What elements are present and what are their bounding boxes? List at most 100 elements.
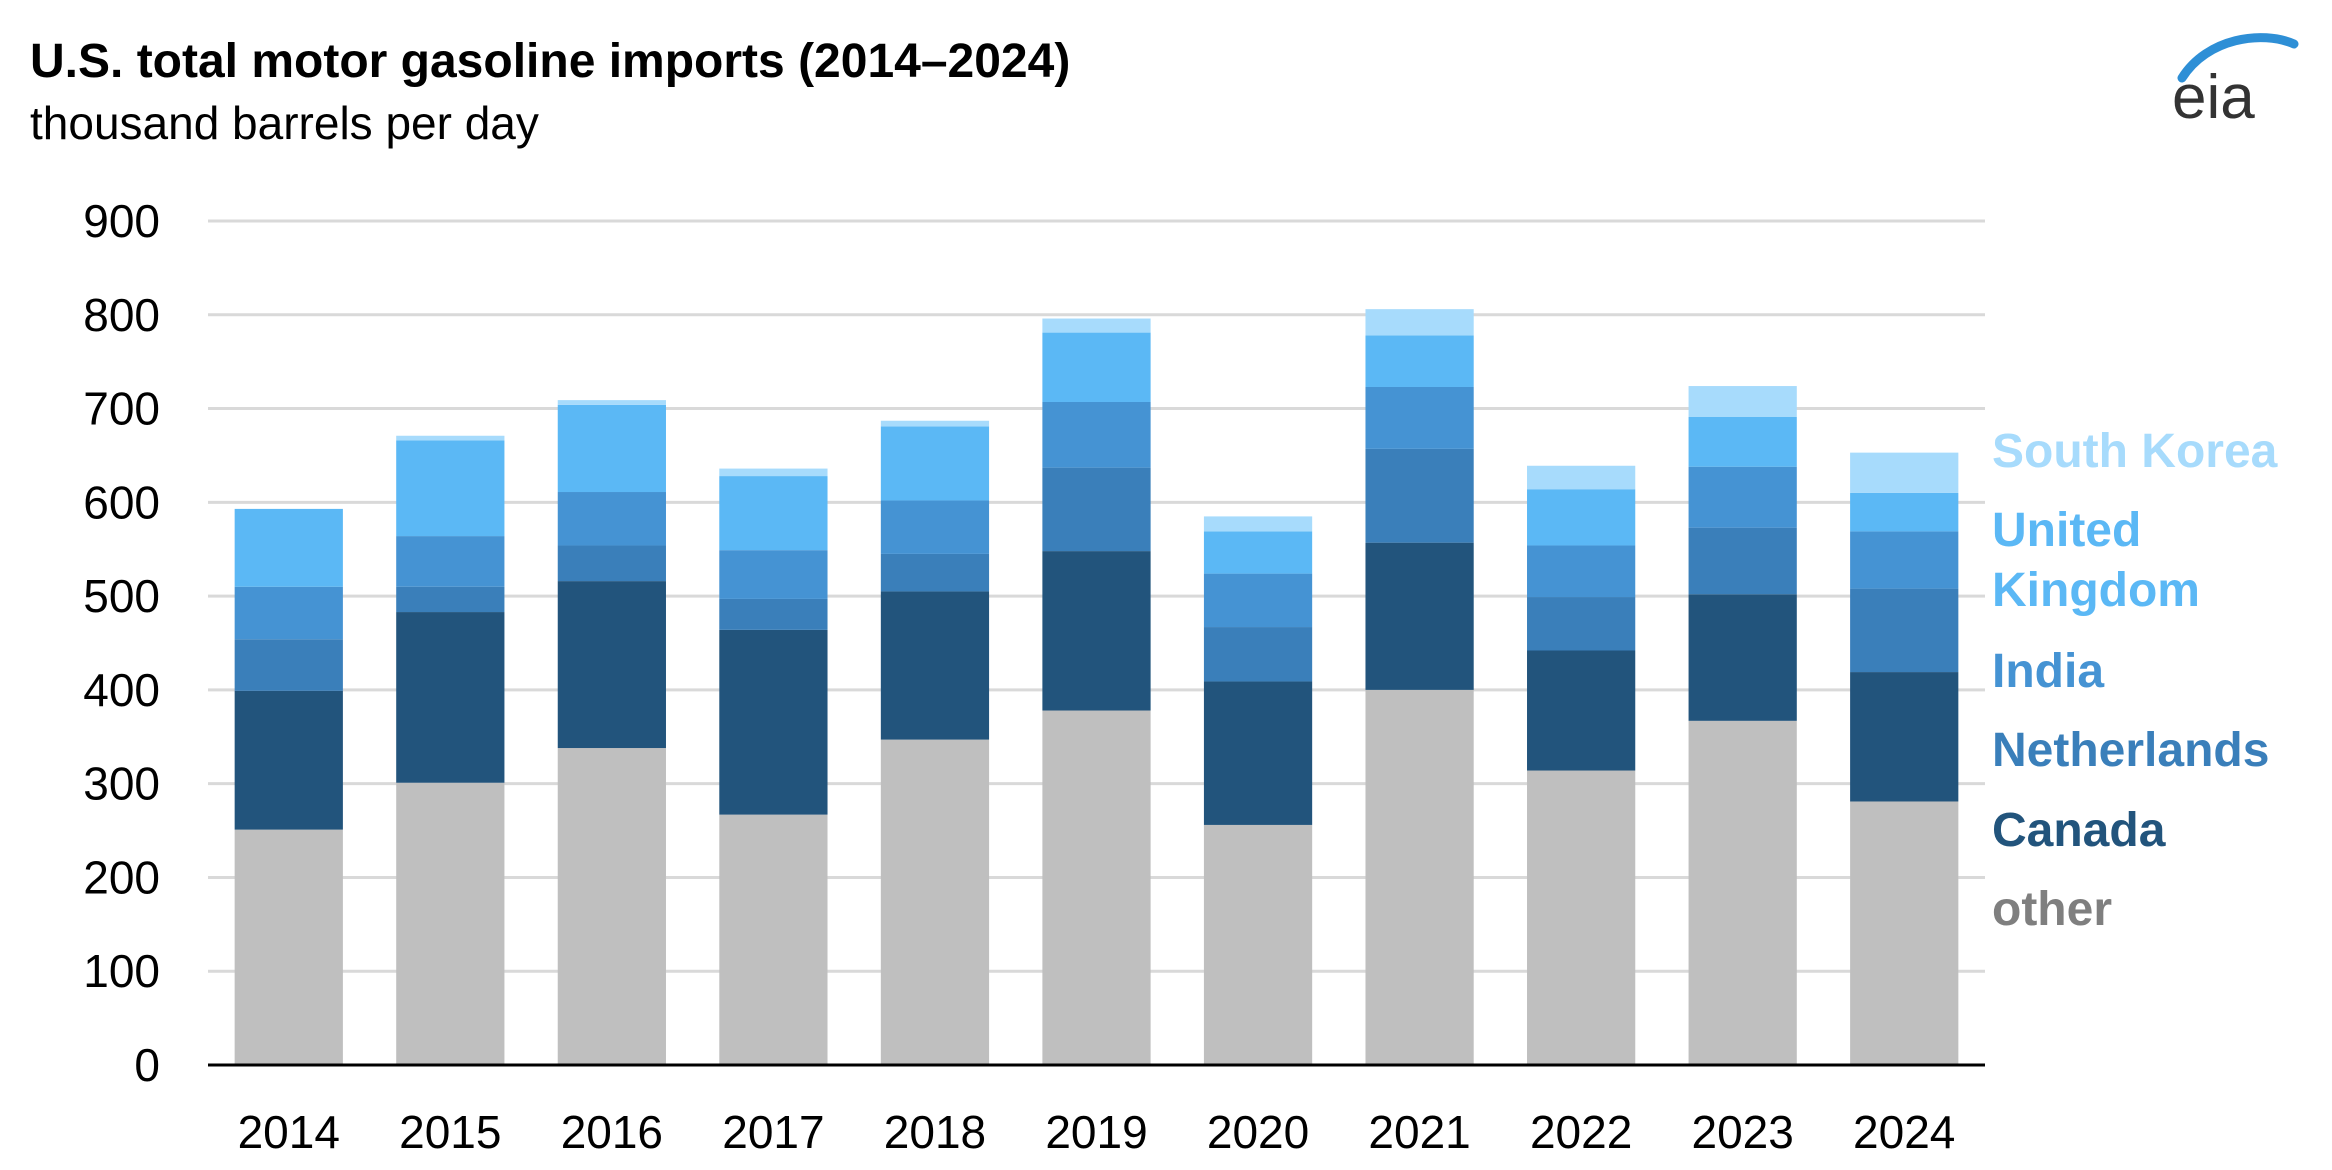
legend-label-south-korea: South Korea bbox=[1992, 425, 2278, 478]
bar-segment-2018-canada bbox=[880, 591, 990, 740]
legend-label-canada: Canada bbox=[1992, 804, 2166, 857]
bar-segment-2024-india bbox=[1850, 531, 1959, 589]
bar-segment-2014-india bbox=[234, 586, 343, 640]
x-tick-label: 2021 bbox=[1368, 1106, 1470, 1158]
bar-segment-2015-canada bbox=[396, 612, 505, 783]
x-tick-label: 2015 bbox=[399, 1106, 501, 1158]
bar-segment-2014-netherlands bbox=[234, 639, 343, 691]
bar-segment-2022-netherlands bbox=[1527, 597, 1636, 651]
x-tick-label: 2023 bbox=[1692, 1106, 1794, 1158]
bars-layer bbox=[234, 309, 1959, 1065]
bar-segment-2018-netherlands bbox=[880, 553, 990, 592]
bar-segment-2024-south-korea bbox=[1850, 452, 1959, 493]
bar-segment-2019-canada bbox=[1042, 551, 1151, 711]
bar-segment-2022-india bbox=[1527, 545, 1636, 598]
legend-label-other: other bbox=[1992, 883, 2112, 936]
y-tick-label: 600 bbox=[83, 476, 160, 528]
bar-segment-2016-other bbox=[557, 748, 666, 1065]
bar-segment-2018-india bbox=[880, 500, 990, 554]
x-tick-label: 2024 bbox=[1853, 1106, 1955, 1158]
bar-segment-2017-united-kingdom bbox=[719, 476, 828, 551]
bar-segment-2014-other bbox=[234, 829, 343, 1065]
bar-segment-2020-south-korea bbox=[1203, 516, 1313, 532]
y-tick-label: 300 bbox=[83, 758, 160, 810]
bar-segment-2022-canada bbox=[1527, 650, 1636, 771]
bar-segment-2023-canada bbox=[1688, 594, 1797, 721]
bar-segment-2022-south-korea bbox=[1527, 465, 1636, 490]
bar-segment-2017-south-korea bbox=[719, 468, 828, 477]
bar-segment-2023-united-kingdom bbox=[1688, 416, 1797, 467]
y-tick-label: 200 bbox=[83, 851, 160, 903]
y-tick-label: 400 bbox=[83, 664, 160, 716]
bar-segment-2016-netherlands bbox=[557, 545, 666, 582]
x-tick-label: 2017 bbox=[722, 1106, 824, 1158]
bar-segment-2021-other bbox=[1365, 689, 1474, 1065]
bar-segment-2019-india bbox=[1042, 401, 1151, 468]
bar-segment-2017-canada bbox=[719, 629, 828, 815]
bar-segment-2022-united-kingdom bbox=[1527, 489, 1636, 546]
bar-segment-2024-united-kingdom bbox=[1850, 492, 1959, 532]
bar-segment-2016-south-korea bbox=[557, 400, 666, 405]
x-tick-label: 2014 bbox=[238, 1106, 340, 1158]
legend-layer: South Korea United Kingdom India Netherlands… bbox=[1992, 425, 2278, 936]
bar-segment-2018-other bbox=[880, 739, 990, 1065]
legend-label-india: India bbox=[1992, 645, 2104, 698]
bar-segment-2017-netherlands bbox=[719, 598, 828, 630]
y-tick-label: 900 bbox=[83, 195, 160, 247]
bar-segment-2021-south-korea bbox=[1365, 309, 1474, 336]
bar-segment-2022-other bbox=[1527, 770, 1636, 1065]
bar-segment-2014-united-kingdom bbox=[234, 508, 343, 587]
bar-segment-2016-canada bbox=[557, 581, 666, 749]
bar-segment-2020-other bbox=[1203, 824, 1313, 1065]
bar-segment-2016-united-kingdom bbox=[557, 404, 666, 493]
x-tick-label: 2022 bbox=[1530, 1106, 1632, 1158]
bar-segment-2017-india bbox=[719, 550, 828, 599]
bar-segment-2021-netherlands bbox=[1365, 448, 1474, 543]
axis-layer: 0 100 200 300 400 500 600 700 800 900 2014 2015 2016… bbox=[83, 195, 1985, 1158]
bar-segment-2015-netherlands bbox=[396, 586, 505, 613]
bar-segment-2015-united-kingdom bbox=[396, 440, 505, 537]
bar-segment-2019-south-korea bbox=[1042, 318, 1151, 333]
x-tick-label: 2020 bbox=[1207, 1106, 1309, 1158]
bar-segment-2015-india bbox=[396, 536, 505, 587]
bar-segment-2021-canada bbox=[1365, 542, 1474, 690]
chart-subtitle: thousand barrels per day bbox=[30, 97, 539, 149]
bar-segment-2017-other bbox=[719, 814, 828, 1065]
bar-segment-2020-united-kingdom bbox=[1203, 531, 1313, 574]
bar-segment-2024-canada bbox=[1850, 672, 1959, 802]
chart-title: U.S. total motor gasoline imports (2014–… bbox=[30, 35, 1071, 88]
bar-segment-2023-netherlands bbox=[1688, 527, 1797, 595]
x-tick-label: 2016 bbox=[561, 1106, 663, 1158]
bar-segment-2014-canada bbox=[234, 690, 343, 830]
bar-segment-2024-other bbox=[1850, 801, 1959, 1065]
bar-segment-2016-india bbox=[557, 492, 666, 546]
legend-label-united-kingdom-line2: Kingdom bbox=[1992, 564, 2200, 617]
y-tick-label: 700 bbox=[83, 383, 160, 435]
bar-segment-2020-netherlands bbox=[1203, 627, 1313, 682]
bar-segment-2021-united-kingdom bbox=[1365, 335, 1474, 387]
bar-segment-2023-south-korea bbox=[1688, 386, 1797, 417]
legend-label-netherlands: Netherlands bbox=[1992, 724, 2269, 777]
x-tick-label: 2019 bbox=[1045, 1106, 1147, 1158]
bar-segment-2019-united-kingdom bbox=[1042, 332, 1151, 402]
bar-segment-2023-other bbox=[1688, 720, 1797, 1065]
y-tick-label: 500 bbox=[83, 570, 160, 622]
y-tick-label: 100 bbox=[83, 945, 160, 997]
eia-logo-text: eia bbox=[2172, 63, 2255, 130]
bar-segment-2021-india bbox=[1365, 386, 1474, 449]
bar-segment-2024-netherlands bbox=[1850, 588, 1959, 673]
bar-segment-2015-south-korea bbox=[396, 435, 505, 441]
bar-segment-2020-canada bbox=[1203, 681, 1313, 825]
bar-segment-2019-netherlands bbox=[1042, 467, 1151, 552]
legend-label-united-kingdom: United bbox=[1992, 504, 2141, 557]
x-tick-label: 2018 bbox=[884, 1106, 986, 1158]
eia-logo: eia bbox=[2172, 33, 2299, 130]
bar-segment-2020-india bbox=[1203, 573, 1313, 628]
eia-logo-swoosh-icon bbox=[2177, 33, 2299, 83]
bar-segment-2015-other bbox=[396, 782, 505, 1065]
y-tick-label: 0 bbox=[134, 1039, 160, 1091]
y-tick-label: 800 bbox=[83, 289, 160, 341]
bar-segment-2018-united-kingdom bbox=[880, 426, 990, 501]
bar-segment-2018-south-korea bbox=[880, 420, 990, 427]
